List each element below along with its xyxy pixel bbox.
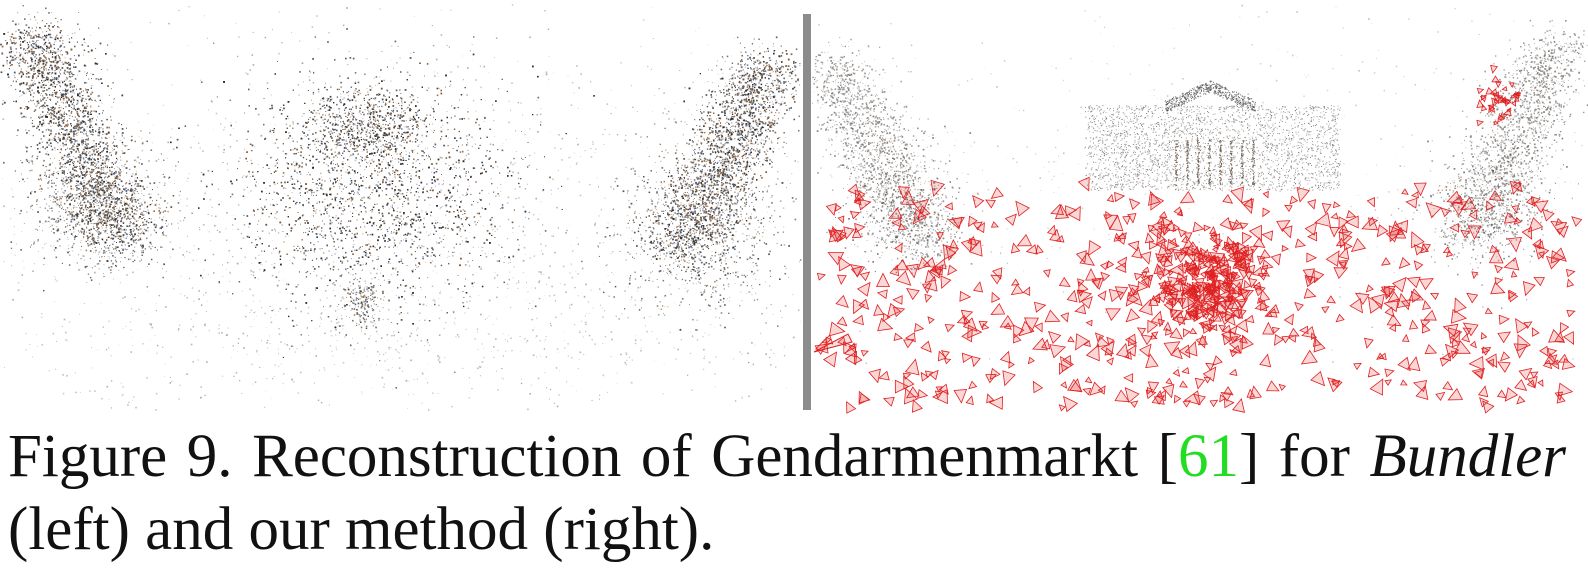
panel-divider <box>803 14 811 410</box>
caption-emphasis: Bundler <box>1369 423 1566 490</box>
left-panel-point-cloud <box>0 4 801 411</box>
figure-image <box>0 0 1588 418</box>
caption-text-3: (left) and our method (right). <box>8 496 714 563</box>
figure-caption: Figure 9. Reconstruction of Gendarmenmar… <box>8 420 1566 566</box>
citation-link[interactable]: 61 <box>1178 423 1239 490</box>
caption-text-1: Figure 9. Reconstruction of Gendarmenmar… <box>8 423 1178 490</box>
caption-text-2: ] for <box>1239 423 1370 490</box>
